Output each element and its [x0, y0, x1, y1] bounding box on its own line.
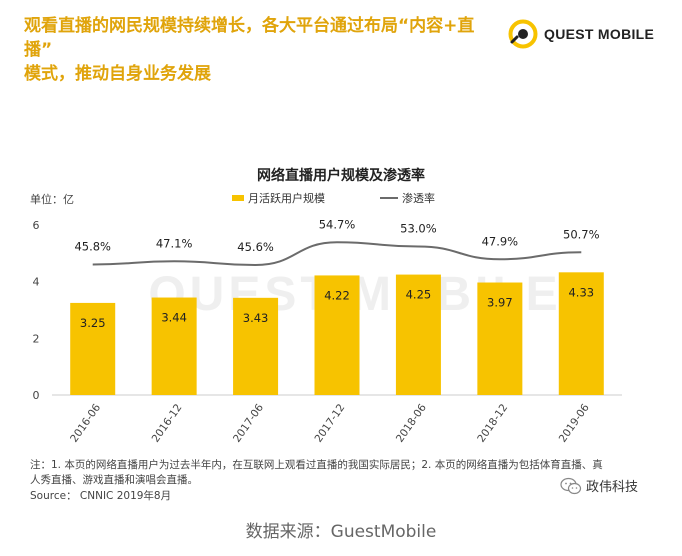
rate-value-label: 53.0%	[400, 222, 437, 236]
questmobile-logo-icon	[508, 19, 538, 49]
bar	[558, 272, 604, 395]
rate-value-label: 50.7%	[563, 227, 600, 241]
x-tick-label: 2017-12	[312, 402, 347, 445]
bar-value-label: 4.22	[324, 288, 350, 302]
y-tick-label: 2	[33, 332, 40, 345]
bar	[151, 297, 197, 395]
rate-value-label: 45.8%	[74, 240, 111, 254]
x-tick-label: 2018-12	[475, 402, 510, 445]
chart: 网络直播用户规模及渗透率 单位：亿 月活跃用户规模 渗透率 QUEST MOBI…	[30, 167, 622, 445]
bar-value-label: 3.43	[243, 311, 269, 325]
brand-name: QUEST MOBILE	[544, 26, 655, 42]
chart-notes: 注：1. 本页的网络直播用户为过去半年内，在互联网上观看过直播的我国实际居民；2…	[30, 458, 660, 488]
bar	[233, 297, 279, 395]
brand-logo-group: QUEST MOBILE	[508, 14, 654, 54]
headline-line-2: 模式，推动自身业务发展	[24, 64, 211, 84]
bar-value-label: 3.25	[80, 316, 106, 330]
source-note: Source： CNNIC 2019年8月	[30, 490, 172, 502]
bar	[395, 274, 441, 395]
bar	[477, 282, 523, 395]
penetration-rate-line	[92, 241, 582, 267]
bar	[314, 275, 360, 395]
bar-value-label: 4.33	[568, 285, 594, 299]
y-tick-label: 0	[33, 389, 40, 402]
bar-value-label: 3.97	[487, 296, 513, 310]
headline-line-1: 观看直播的网民规模持续增长，各大平台通过布局“内容+直播”	[24, 16, 475, 60]
legend-bar-swatch	[232, 195, 244, 201]
rate-value-label: 54.7%	[319, 217, 356, 231]
bar-value-label: 3.44	[161, 311, 187, 325]
rate-value-label: 47.9%	[482, 234, 519, 248]
penetration-rate-labels: 45.8% 47.1% 45.6% 54.7% 53.0% 47.9% 50.7%	[74, 217, 599, 254]
x-tick-label: 2019-06	[557, 402, 592, 445]
bar-series	[70, 272, 604, 395]
chart-title: 网络直播用户规模及渗透率	[257, 167, 425, 184]
legend-line-label: 渗透率	[402, 191, 435, 205]
bar	[70, 302, 116, 395]
note-line-1: 注：1. 本页的网络直播用户为过去半年内，在互联网上观看过直播的我国实际居民；2…	[30, 459, 603, 471]
x-axis-tick-labels: 2016-06 2016-12 2017-06 2017-12 2018-06 2018-…	[68, 402, 592, 445]
wechat-watermark: 政伟科技	[560, 476, 638, 495]
note-line-2: 人秀直播、游戏直播和演唱会直播。	[30, 474, 198, 486]
x-tick-label: 2016-06	[68, 402, 103, 445]
y-tick-label: 6	[33, 219, 40, 232]
data-source-footer: 数据来源：GuestMobile	[245, 522, 437, 542]
legend-bar-label: 月活跃用户规模	[248, 191, 325, 205]
rate-value-label: 45.6%	[237, 240, 274, 254]
y-axis: 0 2 4 6	[33, 219, 40, 402]
y-tick-label: 4	[33, 276, 40, 289]
wechat-account-name: 政伟科技	[586, 480, 639, 495]
unit-label: 单位：亿	[30, 192, 74, 206]
x-tick-label: 2018-06	[394, 402, 429, 445]
x-tick-label: 2017-06	[231, 402, 266, 445]
bar-value-label: 4.25	[406, 288, 432, 302]
bar-value-labels: 3.25 3.44 3.43 4.22 4.25 3.97 4.33	[80, 285, 594, 330]
x-tick-label: 2016-12	[150, 402, 185, 445]
rate-value-label: 47.1%	[156, 236, 193, 250]
legend: 月活跃用户规模 渗透率	[232, 191, 435, 205]
page-headline: 观看直播的网民规模持续增长，各大平台通过布局“内容+直播” 模式，推动自身业务发…	[24, 14, 494, 86]
wechat-icon	[560, 477, 582, 494]
